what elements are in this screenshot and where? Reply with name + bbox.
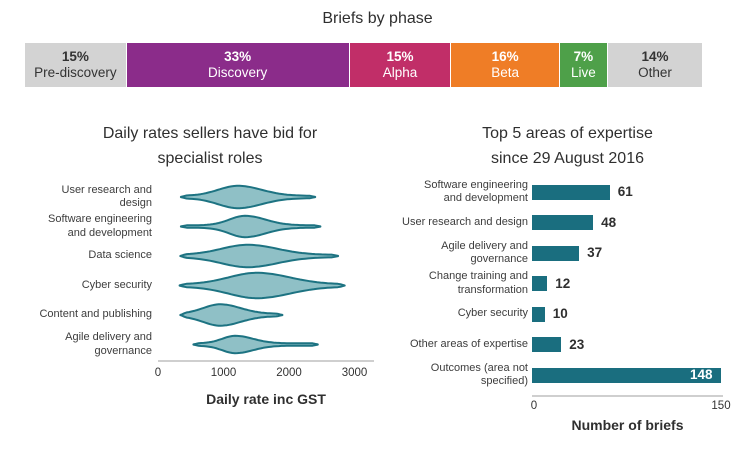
bar-value: 37 xyxy=(587,245,603,260)
bar-row-label: Cyber security xyxy=(457,307,528,320)
violin-agile-delivery-and-governance xyxy=(192,334,319,355)
violin-row-label: Agile delivery and governance xyxy=(65,331,152,357)
violin-software-engineering-and-development xyxy=(179,214,322,239)
page-title: Briefs by phase xyxy=(322,10,433,27)
bar-outcomes-area-not-specified- xyxy=(532,367,721,383)
phase-segment-alpha: 15% Alpha xyxy=(349,43,451,87)
violin-x-tick: 0 xyxy=(154,367,162,379)
bar-row-label: User research and design xyxy=(402,215,528,228)
violin-row-label: Content and publishing xyxy=(39,308,152,321)
phase-percent: 14% xyxy=(641,49,669,64)
bar-value: 148 xyxy=(689,367,713,382)
phase-name: Other xyxy=(638,65,672,80)
violin-content-and-publishing xyxy=(179,303,284,327)
bar-x-tick: 0 xyxy=(530,400,538,412)
violin-row-label: Data science xyxy=(88,249,152,262)
bar-row-label: Other areas of expertise xyxy=(409,337,528,350)
bar-x-tick: 150 xyxy=(711,400,731,412)
bar-x-axis xyxy=(532,395,723,397)
phase-percent: 7% xyxy=(573,49,594,64)
phase-segment-other: 14% Other xyxy=(607,43,702,87)
violin-plot xyxy=(178,184,346,355)
bar-other-areas-of-expertise xyxy=(532,337,562,352)
bar-chart-title-line2: since 29 August 2016 xyxy=(490,150,644,167)
bar-value: 12 xyxy=(555,275,571,291)
phase-percent: 33% xyxy=(224,49,252,64)
violin-row-label: Software engineering and development xyxy=(48,213,152,239)
bar-change-training-and-transformation xyxy=(532,276,548,291)
violin-chart-title-line1: Daily rates sellers have bid for xyxy=(102,125,318,142)
bar-chart-title: Top 5 areas of expertise since 29 August… xyxy=(390,121,745,171)
violin-x-tick: 1000 xyxy=(210,367,237,379)
violin-chart-title: Daily rates sellers have bid for special… xyxy=(40,121,380,171)
bar-row-label: Change training and transformation xyxy=(428,270,528,296)
phase-bar: 15% Pre-discovery 33% Discovery 15% Alpha 16% B… xyxy=(25,43,702,87)
bar-user-research-and-design xyxy=(532,215,594,230)
bar-cyber-security xyxy=(532,306,545,322)
violin-x-axis-label: Daily rate inc GST xyxy=(206,391,326,407)
phase-segment-live: 7% Live xyxy=(559,43,607,87)
violin-row-label: Cyber security xyxy=(81,278,152,291)
bar-x-axis-label: Number of briefs xyxy=(571,417,684,433)
bar-row-label: Outcomes (area not specified) xyxy=(430,361,528,388)
phase-percent: 15% xyxy=(386,49,414,64)
phase-name: Pre-discovery xyxy=(34,65,117,80)
bar-row-label: Software engineering and development xyxy=(424,178,528,205)
violin-cyber-security xyxy=(178,271,346,300)
violin-x-axis xyxy=(158,360,374,362)
phase-name: Discovery xyxy=(208,65,268,80)
violin-row-label: User research and design xyxy=(61,183,153,210)
phase-segment-discovery: 33% Discovery xyxy=(126,43,349,87)
phase-percent: 15% xyxy=(61,49,89,64)
violin-user-research-and-design xyxy=(179,184,317,210)
phase-percent: 16% xyxy=(491,49,519,64)
bar-chart-title-line1: Top 5 areas of expertise xyxy=(482,125,653,142)
violin-chart-title-line2: specialist roles xyxy=(157,150,263,167)
phase-segment-beta: 16% Beta xyxy=(451,43,559,87)
bar-value: 23 xyxy=(569,336,585,352)
violin-x-tick: 2000 xyxy=(276,367,302,379)
phase-name: Alpha xyxy=(382,65,418,80)
phase-name: Live xyxy=(571,65,596,80)
phase-segment-pre-discovery: 15% Pre-discovery xyxy=(25,43,126,87)
bar-software-engineering-and-development xyxy=(532,184,610,200)
bar-value: 61 xyxy=(617,184,633,199)
bar-agile-delivery-and-governance xyxy=(532,245,580,261)
violin-x-tick: 3000 xyxy=(341,367,368,379)
violin-data-science xyxy=(179,243,340,269)
bar-value: 10 xyxy=(552,306,568,321)
phase-name: Beta xyxy=(491,65,519,80)
bar-value: 48 xyxy=(601,214,617,230)
bar-row-label: Agile delivery and governance xyxy=(441,239,528,266)
